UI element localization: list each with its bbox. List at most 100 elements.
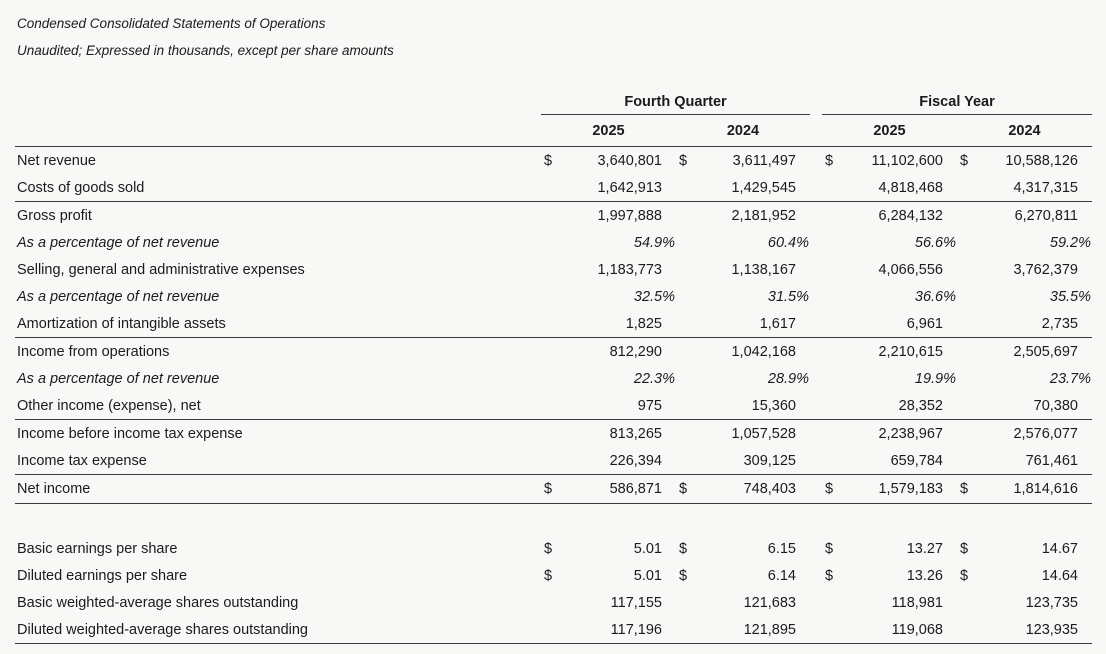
value: 1,429,545 (731, 179, 796, 196)
row-gross-profit: Gross profit 1,997,888 2,181,952 6,284,1… (15, 201, 1092, 229)
page-title: Condensed Consolidated Statements of Ope… (17, 16, 326, 31)
value: 6.15 (767, 540, 796, 557)
value-cell: 56.6% (822, 229, 957, 256)
value: 121,895 (743, 621, 796, 638)
value-cell: 1,429,545 (676, 174, 810, 201)
row-label: Selling, general and administrative expe… (17, 261, 305, 278)
value: 2,735 (1041, 315, 1078, 332)
value-cell: 2,735 (957, 310, 1092, 337)
value: 31.5% (767, 288, 809, 305)
value: 121,683 (743, 594, 796, 611)
year-header-fy-2025: 2025 (873, 122, 906, 139)
value: 56.6% (914, 234, 956, 251)
value: 4,066,556 (878, 261, 943, 278)
section-spacer (15, 504, 1092, 535)
value-cell: 54.9% (541, 229, 676, 256)
value-cell: 6,961 (822, 310, 957, 337)
value-cell: 15,360 (676, 392, 810, 419)
row-label: Income tax expense (17, 452, 147, 469)
value-cell: 2,181,952 (676, 202, 810, 229)
row-sga-expenses: Selling, general and administrative expe… (15, 256, 1092, 283)
row-label: Diluted earnings per share (17, 567, 188, 584)
value: 1,183,773 (597, 261, 662, 278)
value-cell: 1,042,168 (676, 338, 810, 365)
value-cell: $10,588,126 (957, 147, 1092, 174)
value-cell: 119,068 (822, 616, 957, 643)
dollar-sign: $ (544, 481, 553, 497)
value: 4,317,315 (1013, 179, 1078, 196)
value: 60.4% (767, 234, 809, 251)
value: 1,825 (625, 315, 662, 332)
value: 2,238,967 (878, 425, 943, 442)
dollar-sign: $ (960, 540, 969, 557)
row-label: Amortization of intangible assets (17, 315, 226, 332)
title-block: Condensed Consolidated Statements of Ope… (17, 10, 394, 64)
value: 1,997,888 (597, 207, 662, 224)
value-cell: 761,461 (957, 447, 1092, 474)
dollar-sign: $ (825, 481, 834, 497)
row-income-from-operations: Income from operations 812,290 1,042,168… (15, 337, 1092, 365)
column-group-fourth-quarter: Fourth Quarter (541, 90, 810, 115)
value-cell: 60.4% (676, 229, 810, 256)
value: 6,284,132 (878, 207, 943, 224)
row-income-tax-expense: Income tax expense 226,394 309,125 659,7… (15, 447, 1092, 474)
dollar-sign: $ (679, 481, 688, 497)
value-cell: 1,997,888 (541, 202, 676, 229)
value: 813,265 (609, 425, 662, 442)
row-label: Net revenue (17, 152, 96, 169)
value-cell: $11,102,600 (822, 147, 957, 174)
row-label: Other income (expense), net (17, 397, 201, 414)
value: 6.14 (767, 567, 796, 584)
value: 13.27 (906, 540, 943, 557)
dollar-sign: $ (960, 152, 969, 169)
value-cell: 1,057,528 (676, 420, 810, 447)
value-cell: 70,380 (957, 392, 1092, 419)
row-other-income: Other income (expense), net 975 15,360 2… (15, 392, 1092, 419)
dollar-sign: $ (825, 567, 834, 584)
row-label: Costs of goods sold (17, 179, 145, 196)
value-cell: 121,895 (676, 616, 810, 643)
value: 1,042,168 (731, 343, 796, 360)
value: 748,403 (743, 481, 796, 497)
value-cell: 659,784 (822, 447, 957, 474)
value-cell: $3,611,497 (676, 147, 810, 174)
value-cell: 28.9% (676, 365, 810, 392)
value: 2,576,077 (1013, 425, 1078, 442)
value: 1,057,528 (731, 425, 796, 442)
value: 226,394 (609, 452, 662, 469)
column-group-fiscal-year: Fiscal Year (822, 90, 1092, 115)
dollar-sign: $ (679, 540, 688, 557)
dollar-sign: $ (544, 152, 553, 169)
value: 975 (637, 397, 662, 414)
row-label: Net income (17, 481, 91, 497)
value: 1,814,616 (1013, 481, 1078, 497)
value-cell: $13.27 (822, 535, 957, 562)
value-cell: 6,270,811 (957, 202, 1092, 229)
value-cell: 1,617 (676, 310, 810, 337)
value: 36.6% (914, 288, 956, 305)
value: 54.9% (633, 234, 675, 251)
value-cell: 1,642,913 (541, 174, 676, 201)
value-cell: 36.6% (822, 283, 957, 310)
value-cell: $586,871 (541, 475, 676, 503)
value-cell: 19.9% (822, 365, 957, 392)
row-gross-margin-percent: As a percentage of net revenue 54.9% 60.… (15, 229, 1092, 256)
row-label: As a percentage of net revenue (17, 234, 220, 251)
value: 5.01 (633, 567, 662, 584)
value-cell: 31.5% (676, 283, 810, 310)
year-header-row: 2025 2024 2025 2024 (15, 115, 1092, 147)
year-header-q-2025: 2025 (592, 122, 625, 139)
value-cell: 117,196 (541, 616, 676, 643)
value-cell: 4,818,468 (822, 174, 957, 201)
value-cell: $5.01 (541, 535, 676, 562)
value-cell: 3,762,379 (957, 256, 1092, 283)
value: 28.9% (767, 370, 809, 387)
value: 35.5% (1049, 288, 1091, 305)
value: 15,360 (751, 397, 796, 414)
value-cell: 28,352 (822, 392, 957, 419)
value: 19.9% (914, 370, 956, 387)
dollar-sign: $ (825, 152, 834, 169)
value: 812,290 (609, 343, 662, 360)
value-cell: $1,814,616 (957, 475, 1092, 503)
financial-table: Fourth Quarter Fiscal Year 2025 2024 202… (15, 90, 1092, 644)
